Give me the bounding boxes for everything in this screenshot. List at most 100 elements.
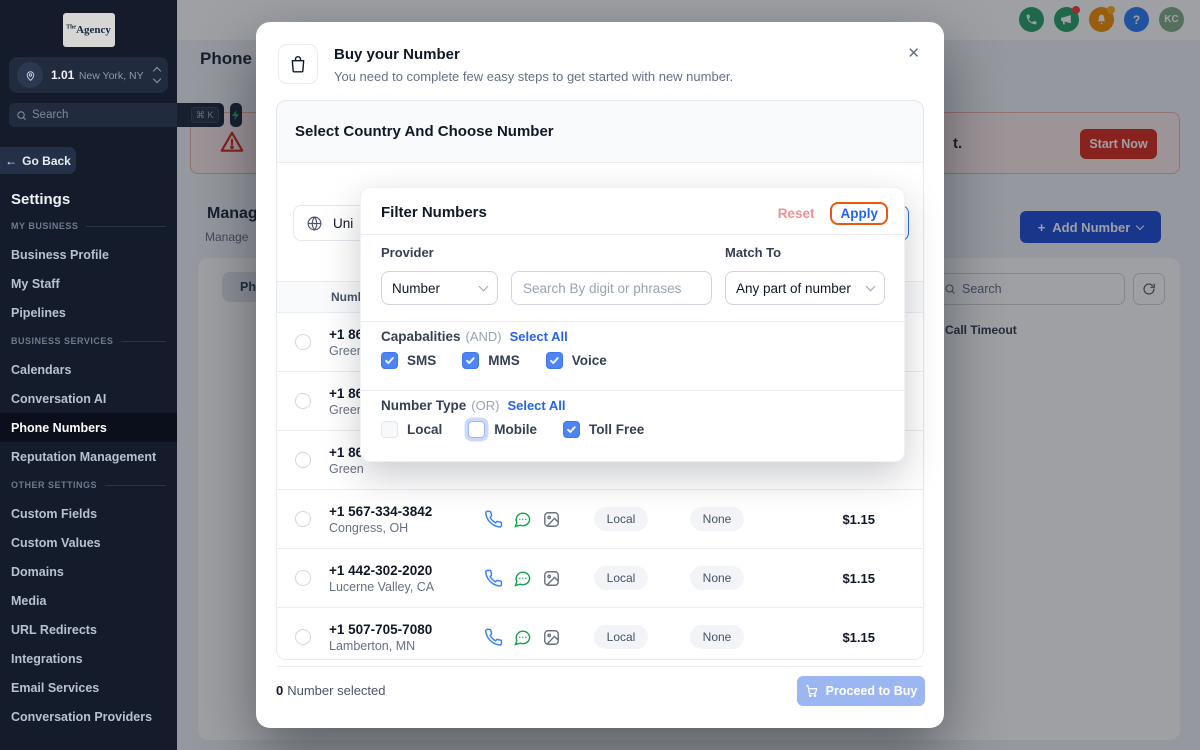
refresh-button[interactable] — [1133, 273, 1165, 305]
sidebar-item-url-redirects[interactable]: URL Redirects — [11, 622, 97, 637]
phone-icon — [1026, 14, 1037, 25]
search-icon — [945, 284, 955, 294]
checkbox-checked-icon[interactable] — [563, 421, 581, 438]
row-radio[interactable] — [295, 511, 311, 527]
numbers-table: +1 86 Green +1 86 Green +1 86 Green +1 567-… — [277, 313, 923, 667]
checkbox-voice[interactable]: Voice — [545, 352, 607, 369]
announcements-button[interactable] — [1054, 6, 1080, 32]
user-avatar[interactable]: KC — [1159, 7, 1184, 32]
sidebar-item-custom-fields[interactable]: Custom Fields — [11, 506, 98, 521]
number-type-select-all-link[interactable]: Select All — [507, 398, 566, 413]
country-value: Uni — [333, 215, 354, 231]
back-arrow-icon: ← — [5, 153, 18, 168]
match-to-label: Match To — [725, 245, 782, 260]
capabilities-select-all-link[interactable]: Select All — [509, 329, 568, 344]
add-number-button[interactable]: + Add Number — [1020, 211, 1161, 243]
selected-summary: 0 Number selected — [276, 683, 386, 698]
checkbox-mms[interactable]: MMS — [462, 352, 520, 369]
notification-dot — [1072, 6, 1080, 14]
start-now-button[interactable]: Start Now — [1080, 129, 1157, 159]
apply-button[interactable]: Apply — [830, 202, 888, 225]
sidebar-item-conversation-providers[interactable]: Conversation Providers — [11, 709, 153, 724]
match-to-select[interactable]: Any part of number — [725, 271, 885, 305]
price: $1.15 — [842, 511, 875, 527]
voice-capability-icon — [484, 628, 503, 646]
banner-text: t. — [953, 135, 963, 152]
checkbox-sms[interactable]: SMS — [381, 352, 436, 369]
shopping-bag-icon — [278, 44, 318, 84]
location-city: New York, NY — [78, 70, 144, 82]
location-pin-icon — [17, 62, 43, 88]
mms-capability-icon — [544, 570, 559, 586]
row-radio[interactable] — [295, 629, 311, 645]
sidebar-item-domains[interactable]: Domains — [11, 564, 64, 579]
checkbox-checked-icon[interactable] — [545, 352, 563, 369]
table-row[interactable]: +1 567-334-3842 Congress, OH Local None $… — [277, 490, 923, 549]
modal-title: Buy your Number — [334, 46, 460, 63]
reset-button[interactable]: Reset — [777, 206, 815, 221]
go-back-button[interactable]: ← Go Back — [0, 147, 76, 174]
sidebar-item-reputation-management[interactable]: Reputation Management — [11, 449, 157, 464]
address-badge: None — [689, 625, 745, 649]
row-radio[interactable] — [295, 570, 311, 586]
checkbox-toll-free[interactable]: Toll Free — [563, 421, 644, 438]
quick-actions-button[interactable] — [229, 103, 242, 127]
sidebar-item-phone-numbers[interactable]: Phone Numbers — [0, 413, 177, 442]
checkbox-checked-icon[interactable] — [381, 352, 398, 369]
cart-icon — [805, 685, 817, 698]
help-button[interactable]: ? — [1124, 7, 1149, 32]
row-radio[interactable] — [295, 393, 311, 409]
manage-heading: Manag — [207, 205, 258, 222]
type-badge: Local — [593, 507, 649, 531]
background-search-input[interactable] — [956, 282, 1116, 296]
sidebar-item-integrations[interactable]: Integrations — [11, 651, 83, 666]
checkbox-focused-icon[interactable] — [468, 421, 486, 438]
manage-subtitle: Manage — [205, 230, 249, 244]
table-row[interactable]: +1 442-302-2020 Lucerne Valley, CA Local … — [277, 549, 923, 608]
sidebar-item-calendars[interactable]: Calendars — [11, 362, 72, 377]
sidebar-item-media[interactable]: Media — [11, 593, 47, 608]
checkbox-mobile[interactable]: Mobile — [468, 421, 537, 438]
number-type-heading: Number Type (OR) Select All — [381, 398, 566, 413]
checkbox-unchecked-icon[interactable] — [381, 421, 398, 438]
sidebar: TheAgency 1.01 New York, NY ⌘ K ← G — [0, 0, 242, 750]
search-icon — [17, 110, 27, 120]
price: $1.15 — [842, 629, 875, 645]
sidebar-search-input[interactable] — [27, 109, 191, 121]
mms-capability-icon — [544, 511, 559, 527]
voice-capability-icon — [484, 569, 503, 587]
price: $1.15 — [842, 570, 875, 586]
capabilities-options: SMS MMS Voice — [381, 352, 607, 369]
section-business-services: BUSINESS SERVICES — [0, 327, 177, 355]
notifications-button[interactable] — [1089, 6, 1115, 32]
filter-search-input[interactable] — [511, 271, 712, 305]
proceed-to-buy-button[interactable]: Proceed to Buy — [797, 676, 925, 706]
type-badge: Local — [593, 566, 649, 590]
section-my-business: MY BUSINESS — [0, 212, 177, 240]
sidebar-item-conversation-ai[interactable]: Conversation AI — [11, 391, 107, 406]
globe-icon — [307, 216, 322, 230]
location-switcher[interactable]: 1.01 New York, NY — [9, 57, 168, 93]
checkbox-local[interactable]: Local — [381, 421, 442, 438]
background-search[interactable] — [935, 273, 1125, 305]
row-radio[interactable] — [295, 452, 311, 468]
sidebar-search[interactable]: ⌘ K — [9, 103, 224, 127]
sidebar-item-email-services[interactable]: Email Services — [11, 680, 100, 695]
checkbox-checked-icon[interactable] — [462, 352, 480, 369]
sms-capability-icon — [514, 629, 531, 645]
filter-popover: Filter Numbers Reset Apply Provider Matc… — [360, 187, 905, 462]
row-radio[interactable] — [295, 334, 311, 350]
selected-count: 0 — [276, 683, 284, 698]
table-row[interactable]: +1 86 Green — [277, 431, 923, 490]
table-row[interactable]: +1 507-705-7080 Lamberton, MN Local None … — [277, 608, 923, 667]
bolt-icon — [231, 110, 239, 120]
notification-dot — [1107, 6, 1115, 14]
sidebar-item-business-profile[interactable]: Business Profile — [11, 247, 109, 262]
close-icon[interactable]: ✕ — [907, 45, 920, 62]
sidebar-item-pipelines[interactable]: Pipelines — [11, 305, 66, 320]
provider-select[interactable]: Number — [381, 271, 498, 305]
sidebar-item-my-staff[interactable]: My Staff — [11, 276, 60, 291]
phone-call-button[interactable] — [1019, 7, 1044, 32]
sidebar-item-custom-values[interactable]: Custom Values — [11, 535, 101, 550]
